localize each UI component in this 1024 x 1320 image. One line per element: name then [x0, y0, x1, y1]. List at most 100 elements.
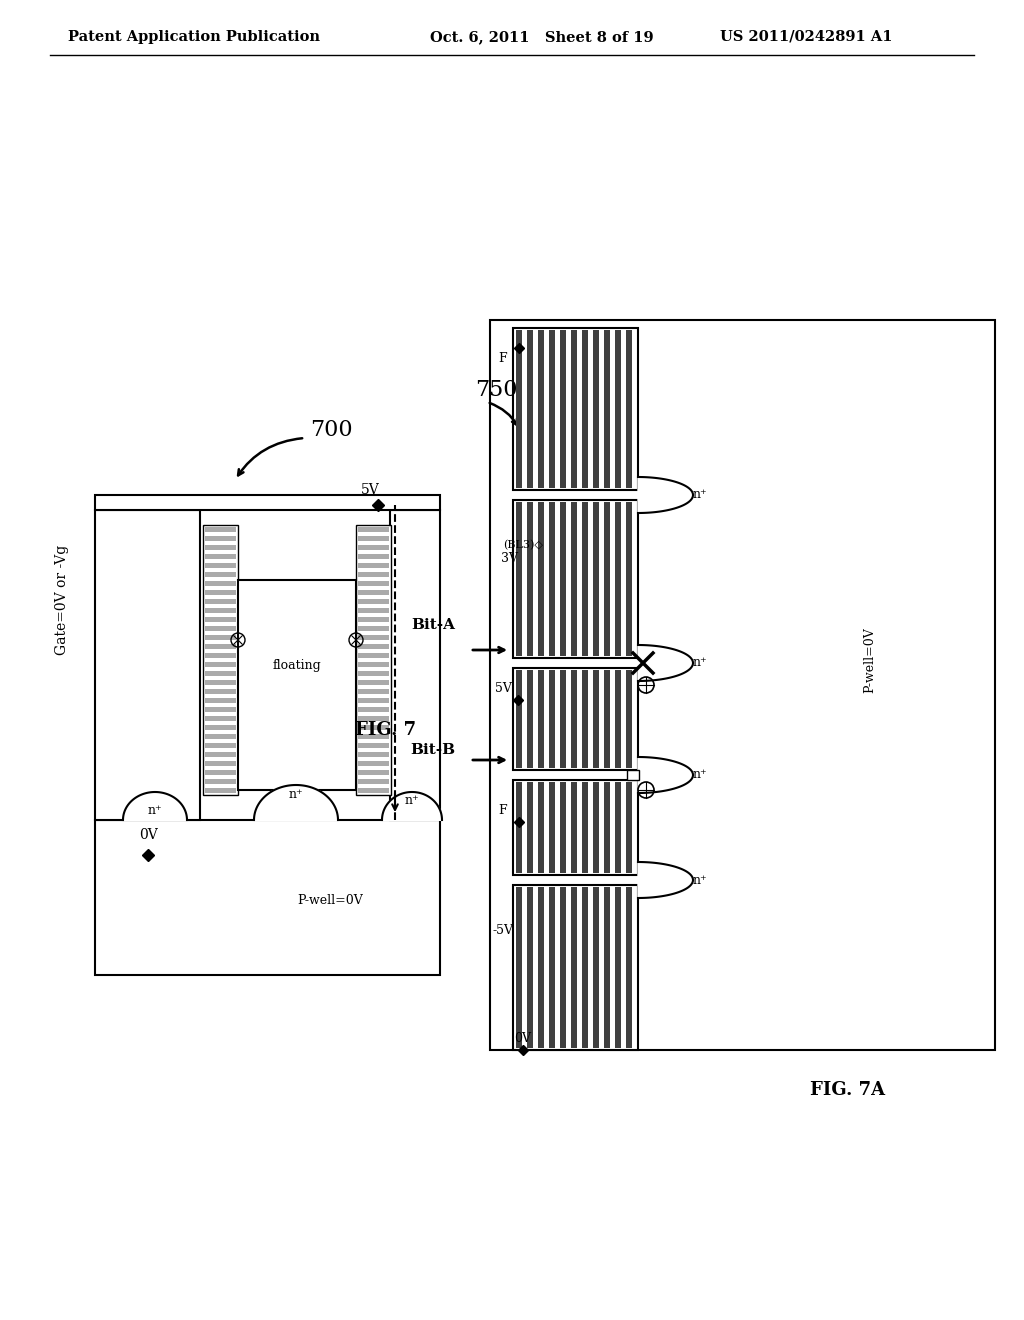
Bar — [571, 502, 577, 656]
Bar — [593, 887, 599, 1048]
Text: FIG. 7A: FIG. 7A — [810, 1081, 885, 1100]
Bar — [205, 581, 236, 586]
Text: 5V: 5V — [495, 681, 511, 694]
Bar — [516, 671, 522, 768]
Text: Patent Application Publication: Patent Application Publication — [68, 30, 319, 44]
Text: -5V: -5V — [493, 924, 513, 936]
Bar — [358, 581, 389, 586]
Bar — [95, 495, 440, 510]
Bar — [626, 330, 632, 488]
Bar — [626, 671, 632, 768]
Text: Bit-A: Bit-A — [411, 618, 455, 632]
Bar — [604, 671, 610, 768]
Bar — [205, 788, 236, 793]
Bar — [538, 330, 544, 488]
Bar — [205, 698, 236, 704]
Text: Gate=0V or -Vg: Gate=0V or -Vg — [55, 545, 69, 655]
Bar — [358, 698, 389, 704]
Text: n⁺: n⁺ — [147, 804, 163, 817]
Bar — [358, 689, 389, 694]
Bar — [205, 743, 236, 748]
Bar — [513, 884, 638, 1049]
Bar — [516, 781, 522, 873]
Bar — [358, 545, 389, 550]
Bar — [205, 635, 236, 640]
Bar — [358, 616, 389, 622]
Bar — [358, 572, 389, 577]
Bar — [626, 781, 632, 873]
Bar — [358, 554, 389, 558]
Bar — [205, 715, 236, 721]
Bar — [358, 653, 389, 657]
Bar — [571, 671, 577, 768]
Bar — [358, 644, 389, 649]
Bar — [205, 708, 236, 711]
Bar — [205, 599, 236, 605]
Bar — [490, 319, 995, 1049]
Bar — [205, 644, 236, 649]
Bar — [560, 502, 566, 656]
Bar — [205, 609, 236, 612]
Bar — [560, 887, 566, 1048]
Text: n⁺: n⁺ — [692, 768, 708, 781]
Bar — [593, 671, 599, 768]
Text: P-well=0V: P-well=0V — [863, 627, 877, 693]
Bar — [358, 626, 389, 631]
Bar — [527, 781, 534, 873]
Bar — [205, 725, 236, 730]
Bar — [604, 781, 610, 873]
Bar — [549, 502, 555, 656]
Bar — [516, 502, 522, 656]
Bar — [205, 752, 236, 756]
Bar — [358, 762, 389, 766]
Bar — [615, 781, 621, 873]
Bar — [615, 671, 621, 768]
Bar — [626, 502, 632, 656]
Text: Oct. 6, 2011   Sheet 8 of 19: Oct. 6, 2011 Sheet 8 of 19 — [430, 30, 653, 44]
Bar — [358, 663, 389, 667]
Text: 700: 700 — [310, 418, 352, 441]
Bar — [527, 502, 534, 656]
Bar — [549, 671, 555, 768]
Bar — [604, 502, 610, 656]
Bar — [358, 564, 389, 568]
Text: 750: 750 — [475, 379, 517, 401]
Text: Bit-B: Bit-B — [410, 743, 455, 756]
Bar — [513, 668, 638, 770]
Bar — [356, 525, 391, 795]
Bar — [205, 663, 236, 667]
Polygon shape — [638, 645, 693, 681]
Text: US 2011/0242891 A1: US 2011/0242891 A1 — [720, 30, 893, 44]
Bar — [527, 671, 534, 768]
Bar — [582, 330, 588, 488]
Bar — [527, 330, 534, 488]
Bar — [516, 330, 522, 488]
Bar — [238, 579, 356, 789]
Text: 0V: 0V — [514, 1031, 531, 1044]
Polygon shape — [638, 477, 693, 513]
Text: n⁺: n⁺ — [692, 874, 708, 887]
Bar — [604, 887, 610, 1048]
Bar — [549, 887, 555, 1048]
Bar — [358, 725, 389, 730]
Bar — [358, 609, 389, 612]
Bar — [538, 781, 544, 873]
Bar — [358, 743, 389, 748]
Bar — [95, 820, 440, 975]
Polygon shape — [638, 756, 693, 793]
Bar — [560, 671, 566, 768]
Bar — [358, 590, 389, 595]
Bar — [205, 590, 236, 595]
Polygon shape — [123, 792, 187, 820]
Bar — [582, 887, 588, 1048]
Text: F: F — [499, 351, 507, 364]
Text: 5V: 5V — [360, 483, 379, 498]
Bar — [582, 781, 588, 873]
Bar — [205, 680, 236, 685]
Bar — [582, 502, 588, 656]
Bar — [358, 734, 389, 739]
Bar — [627, 770, 639, 780]
Bar — [358, 599, 389, 605]
Polygon shape — [638, 862, 693, 898]
Bar — [205, 779, 236, 784]
